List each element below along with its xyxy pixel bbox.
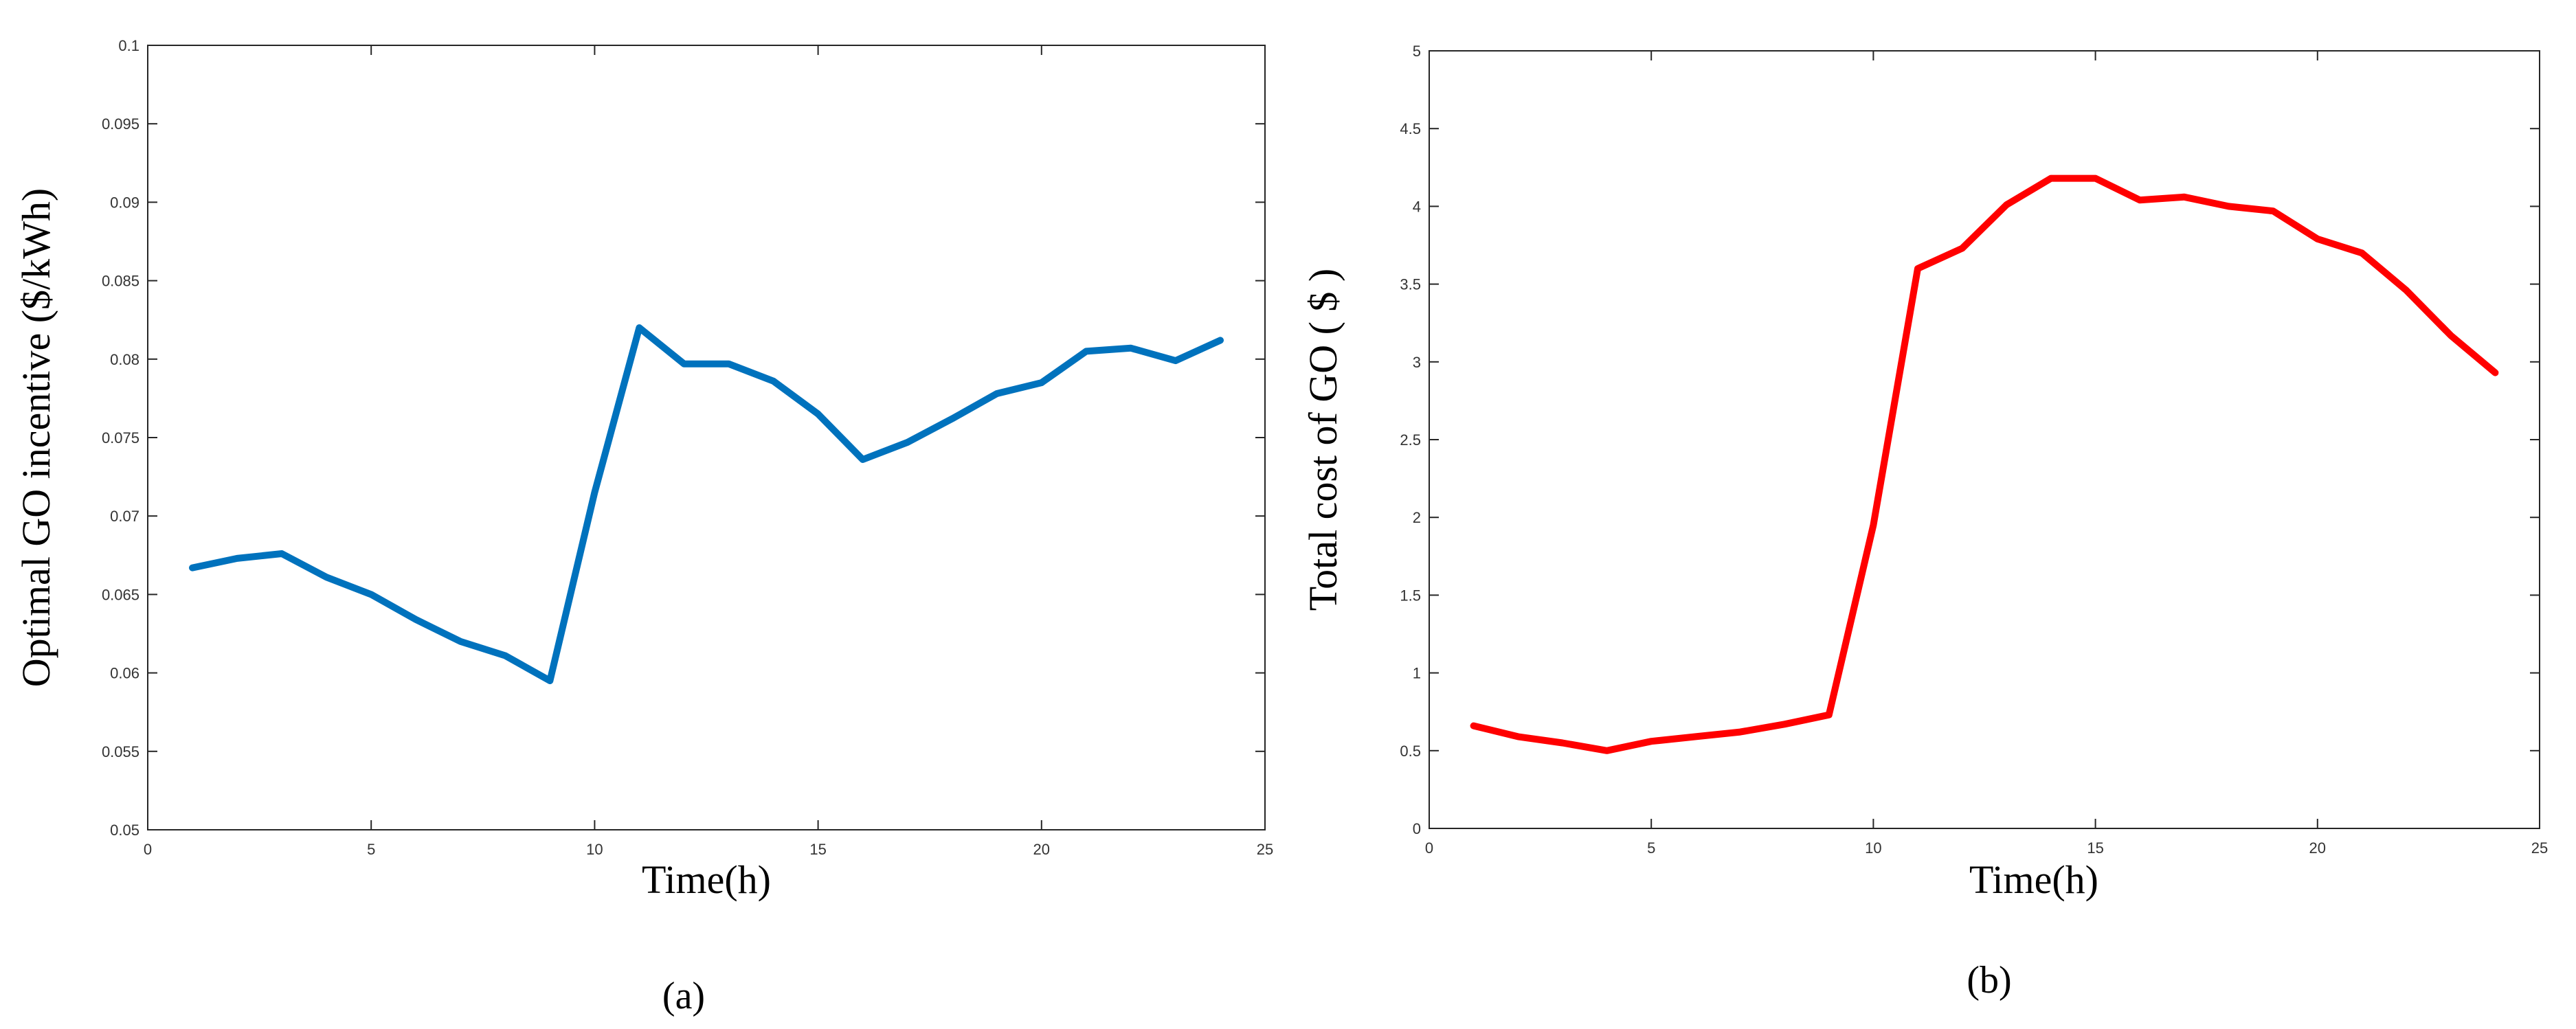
- chart-panel-a: 0.05 0.055 0.06 0.065 0.07 0.075 0.08 0.085 0.09…: [14, 37, 1273, 1017]
- x-ticks-b: 0 5 10 15 20 25: [1425, 51, 2548, 857]
- x-ticks-a: 0 5 10 15 20 25: [144, 45, 1273, 858]
- x-tick-label: 10: [586, 841, 603, 858]
- x-tick-label: 0: [1425, 839, 1433, 857]
- y-tick-label: 3.5: [1400, 276, 1421, 293]
- x-tick-label: 25: [1257, 841, 1273, 858]
- y-tick-label: 4: [1413, 198, 1421, 215]
- x-tick-label: 10: [1865, 839, 1881, 857]
- y-tick-label: 0.085: [102, 273, 139, 290]
- x-axis-label-a: Time(h): [642, 857, 771, 902]
- y-tick-label: 3: [1413, 354, 1421, 371]
- y-tick-label: 0: [1413, 820, 1421, 837]
- x-tick-label: 15: [2087, 839, 2103, 857]
- y-axis-label-a: Optimal GO incentive ($/kWh): [14, 188, 58, 687]
- y-tick-label: 0.08: [110, 351, 139, 368]
- x-tick-label: 20: [1033, 841, 1050, 858]
- y-axis-label-b: Total cost of GO ( $ ): [1301, 269, 1345, 611]
- series-line-a: [189, 324, 1224, 684]
- y-tick-label: 0.1: [118, 37, 139, 54]
- y-tick-label: 5: [1413, 43, 1421, 60]
- panel-label-b: (b): [1967, 959, 2011, 1002]
- y-tick-label: 0.095: [102, 115, 139, 133]
- y-tick-label: 1: [1413, 665, 1421, 682]
- x-tick-label: 25: [2531, 839, 2548, 857]
- y-tick-label: 2.5: [1400, 431, 1421, 449]
- y-tick-label: 0.5: [1400, 743, 1421, 760]
- y-tick-label: 4.5: [1400, 120, 1421, 137]
- y-tick-label: 0.06: [110, 665, 139, 682]
- x-tick-label: 0: [144, 841, 152, 858]
- plot-frame-b: [1429, 50, 2540, 829]
- x-tick-label: 5: [1647, 839, 1655, 857]
- x-axis-label-b: Time(h): [1969, 857, 2098, 902]
- y-tick-label: 2: [1413, 509, 1421, 526]
- y-tick-label: 0.075: [102, 429, 139, 446]
- y-tick-label: 0.055: [102, 743, 139, 760]
- y-tick-label: 0.065: [102, 586, 139, 603]
- plot-frame-a: [147, 45, 1266, 830]
- y-tick-label: 0.07: [110, 508, 139, 525]
- y-tick-label: 1.5: [1400, 587, 1421, 604]
- chart-panel-b: 0 0.5 1 1.5 2 2.5 3 3.5 4 4.5 5 0 5 10 15 20 25 Time(h)…: [1301, 43, 2548, 1002]
- series-line-b: [1470, 174, 2499, 754]
- x-tick-label: 20: [2309, 839, 2326, 857]
- y-ticks-b: 0 0.5 1 1.5 2 2.5 3 3.5 4 4.5 5: [1400, 43, 2540, 837]
- y-tick-label: 0.09: [110, 194, 139, 211]
- y-tick-label: 0.05: [110, 822, 139, 839]
- x-tick-label: 15: [809, 841, 826, 858]
- panel-label-a: (a): [662, 975, 705, 1017]
- y-ticks-a: 0.05 0.055 0.06 0.065 0.07 0.075 0.08 0.085 0.09…: [102, 37, 1265, 839]
- x-tick-label: 5: [367, 841, 375, 858]
